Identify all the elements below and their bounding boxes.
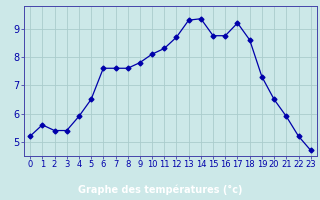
- Text: Graphe des températures (°c): Graphe des températures (°c): [78, 184, 242, 195]
